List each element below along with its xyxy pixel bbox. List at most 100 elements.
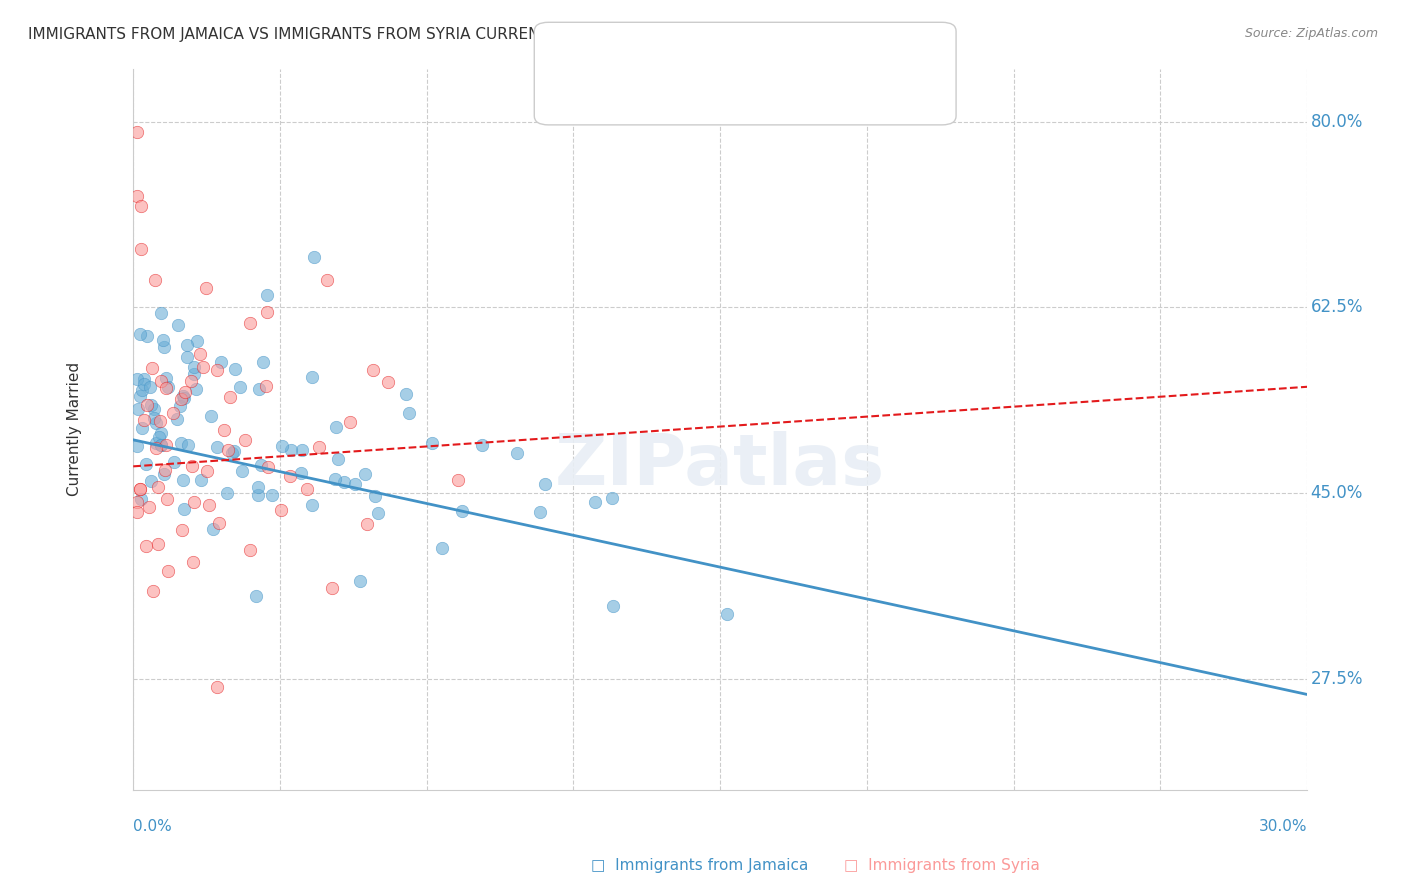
Point xyxy=(356,516,378,531)
Point xyxy=(183,495,205,509)
Point xyxy=(172,473,194,487)
Point xyxy=(471,438,494,452)
Text: □  Immigrants from Jamaica: □ Immigrants from Jamaica xyxy=(591,858,808,872)
Point xyxy=(344,476,367,491)
Point xyxy=(205,363,228,377)
Text: 27.5%: 27.5% xyxy=(1310,670,1364,688)
Point xyxy=(247,488,270,502)
Point xyxy=(157,564,180,578)
Point xyxy=(135,457,157,471)
Point xyxy=(139,398,162,412)
Point xyxy=(180,374,202,388)
Point xyxy=(353,467,375,481)
Point xyxy=(131,491,153,506)
Point xyxy=(149,305,172,319)
Point xyxy=(250,458,273,473)
Point xyxy=(190,347,212,361)
Text: 80.0%: 80.0% xyxy=(1310,112,1362,130)
Text: Source: ZipAtlas.com: Source: ZipAtlas.com xyxy=(1244,27,1378,40)
Point xyxy=(295,482,318,496)
Point xyxy=(169,399,191,413)
Point xyxy=(136,328,159,343)
Point xyxy=(155,371,177,385)
Point xyxy=(534,477,557,491)
Point xyxy=(398,406,420,420)
Point xyxy=(163,455,186,469)
Point xyxy=(184,382,207,396)
Point xyxy=(316,273,339,287)
Point xyxy=(349,574,371,589)
Point xyxy=(239,543,262,558)
Point xyxy=(506,446,529,460)
Point xyxy=(212,423,235,437)
Point xyxy=(173,502,195,516)
Point xyxy=(142,583,165,598)
Point xyxy=(173,384,195,399)
Point xyxy=(301,498,323,512)
Point xyxy=(177,438,200,452)
Point xyxy=(129,482,152,496)
Point xyxy=(394,387,416,401)
Point xyxy=(447,473,470,487)
Point xyxy=(364,489,387,503)
Point xyxy=(155,438,177,452)
Point xyxy=(183,367,205,381)
Point xyxy=(193,359,215,374)
Point xyxy=(152,340,174,354)
Point xyxy=(127,372,149,386)
Point xyxy=(166,412,188,426)
Point xyxy=(145,416,167,430)
Point xyxy=(451,504,474,518)
Point xyxy=(127,505,149,519)
Point xyxy=(257,460,280,475)
Point xyxy=(127,494,149,508)
Point xyxy=(430,541,453,556)
Point xyxy=(321,581,343,595)
Point xyxy=(195,464,218,478)
Point xyxy=(245,589,267,603)
Point xyxy=(132,377,155,392)
Point xyxy=(146,537,169,551)
Point xyxy=(172,389,194,403)
Point xyxy=(326,452,349,467)
Point xyxy=(143,273,166,287)
Text: ZIPatlas: ZIPatlas xyxy=(555,431,886,500)
Point xyxy=(229,379,252,393)
Point xyxy=(302,250,325,264)
Text: Currently Married: Currently Married xyxy=(67,362,82,496)
Point xyxy=(181,555,204,569)
Point xyxy=(149,425,172,440)
Point xyxy=(128,389,150,403)
Point xyxy=(146,480,169,494)
Point xyxy=(152,467,174,482)
Point xyxy=(173,391,195,405)
Point xyxy=(141,360,163,375)
Point xyxy=(271,439,294,453)
Point xyxy=(150,438,173,452)
Point xyxy=(129,482,152,496)
Point xyxy=(239,316,262,330)
Point xyxy=(162,406,184,420)
Point xyxy=(205,441,228,455)
Point xyxy=(153,463,176,477)
Point xyxy=(280,442,302,457)
Text: 30.0%: 30.0% xyxy=(1258,819,1308,834)
Point xyxy=(207,516,229,530)
Point xyxy=(156,492,179,507)
Point xyxy=(339,415,361,429)
Point xyxy=(367,507,389,521)
Point xyxy=(600,491,623,506)
Point xyxy=(233,433,256,447)
Point xyxy=(139,474,162,488)
Point xyxy=(217,443,239,458)
Point xyxy=(127,189,149,203)
Point xyxy=(132,372,155,386)
Point xyxy=(197,498,219,512)
Point xyxy=(323,472,346,486)
Text: 62.5%: 62.5% xyxy=(1310,298,1364,317)
Text: IMMIGRANTS FROM JAMAICA VS IMMIGRANTS FROM SYRIA CURRENTLY MARRIED CORRELATION C: IMMIGRANTS FROM JAMAICA VS IMMIGRANTS FR… xyxy=(28,27,810,42)
Point xyxy=(181,459,204,474)
Point xyxy=(149,374,172,388)
Point xyxy=(139,380,162,394)
Point xyxy=(176,350,198,364)
